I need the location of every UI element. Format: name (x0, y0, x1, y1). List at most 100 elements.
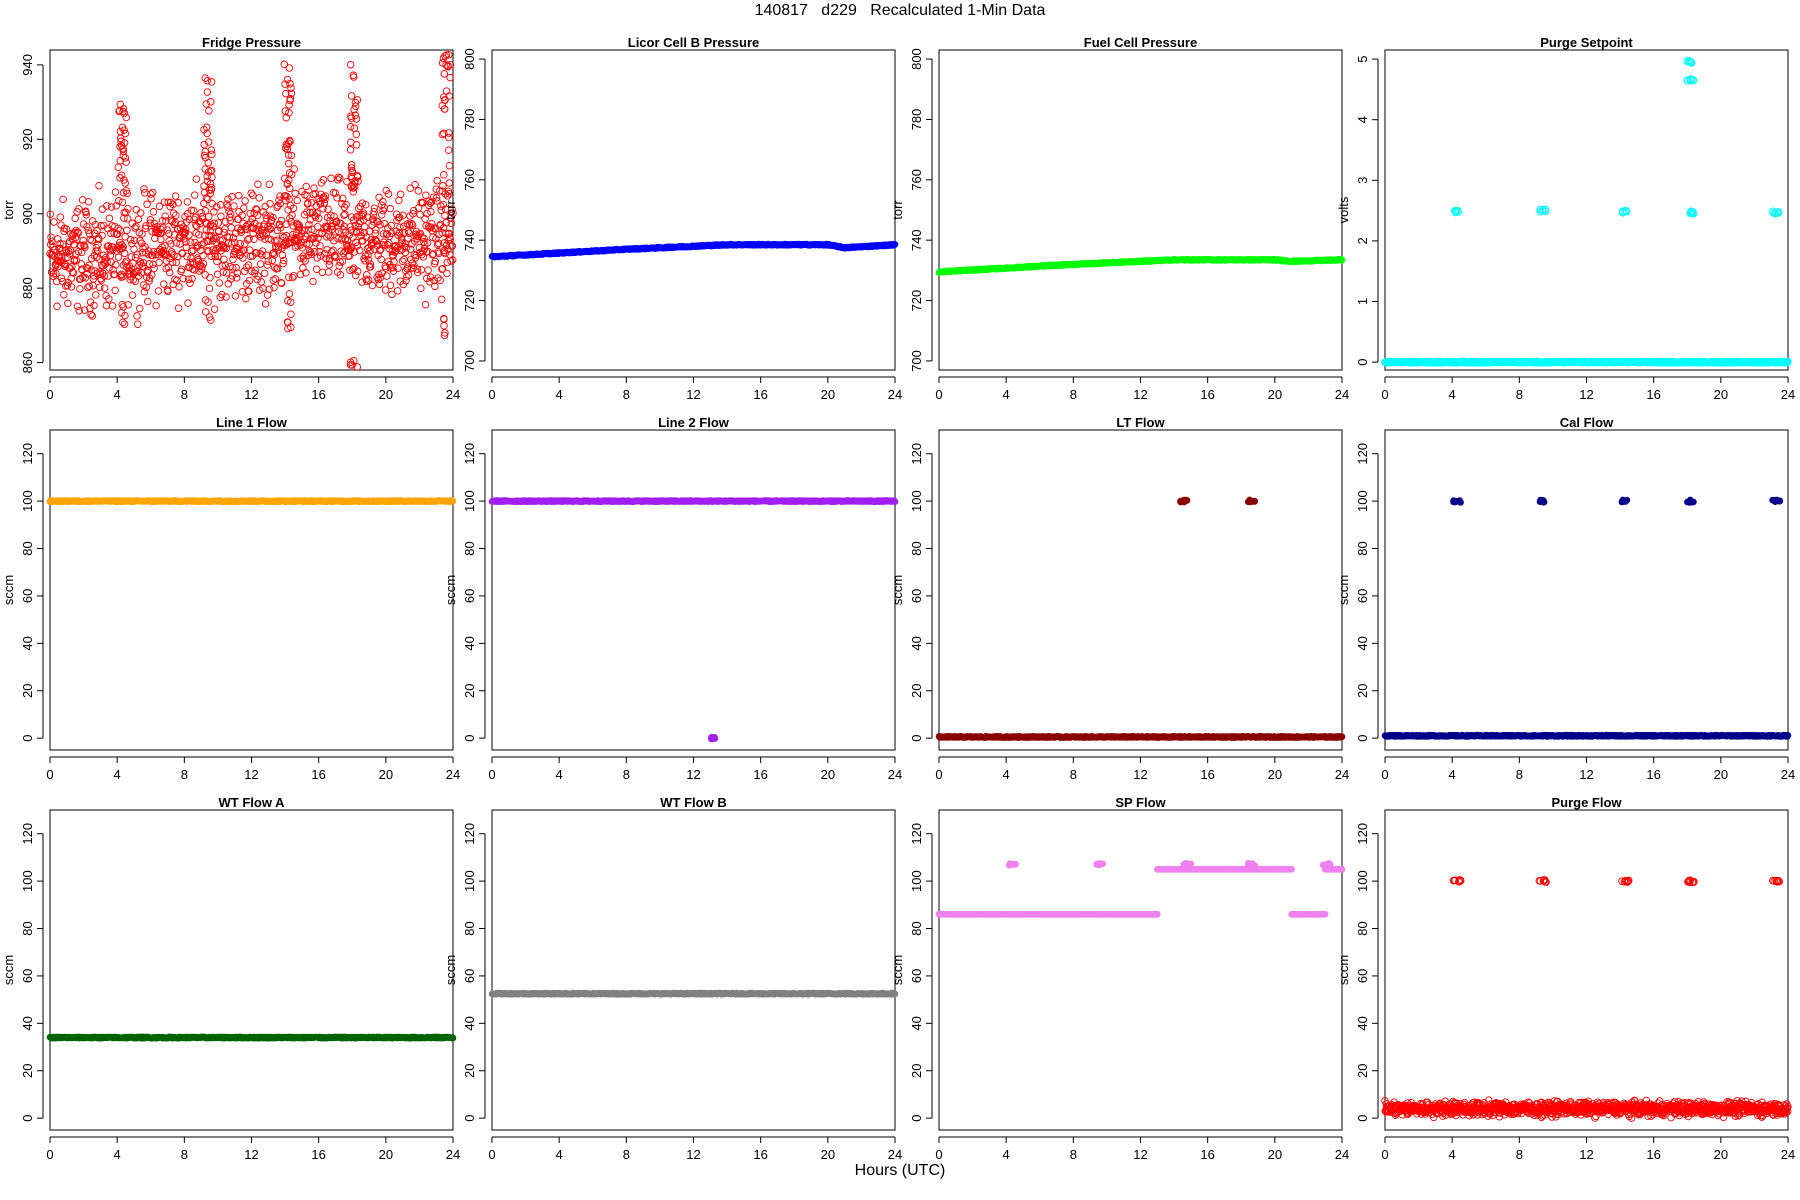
data-point (287, 151, 296, 160)
data-point (254, 272, 262, 280)
data-point (445, 229, 453, 238)
data-point (66, 246, 75, 255)
data-point (340, 211, 348, 219)
data-point (291, 189, 299, 198)
data-point (170, 231, 179, 239)
data-point (75, 205, 83, 213)
data-point (342, 200, 350, 209)
data-point (370, 204, 379, 212)
data-point (388, 290, 396, 299)
data-point (347, 161, 356, 169)
data-point (123, 214, 132, 223)
data-point (122, 186, 131, 195)
data-point (147, 190, 155, 198)
data-point (285, 64, 294, 72)
data-point (361, 200, 370, 209)
data-point (416, 210, 424, 219)
data-point (299, 252, 307, 260)
data-point (383, 230, 391, 238)
y-tick-label: 720 (909, 290, 924, 312)
data-point (284, 151, 293, 159)
data-point (202, 100, 211, 108)
data-point (107, 203, 116, 211)
data-point (170, 251, 178, 259)
data-point (284, 206, 292, 214)
data-point (338, 234, 346, 243)
data-point (433, 176, 441, 185)
data-point (369, 218, 378, 226)
data-point (93, 226, 101, 235)
data-point (299, 264, 307, 272)
data-point (407, 255, 415, 264)
x-tick-label: 8 (623, 767, 630, 782)
data-point (219, 268, 228, 276)
y-tick-label: 4 (1355, 116, 1370, 123)
data-point (204, 138, 213, 146)
y-tick-label: 940 (20, 54, 35, 76)
y-axis-label: sccm (1, 575, 16, 605)
data-point (445, 179, 454, 187)
x-tick-label: 8 (1070, 387, 1077, 402)
data-point (221, 261, 230, 269)
data-point (390, 258, 398, 266)
data-point (395, 229, 404, 237)
data-point (135, 304, 144, 313)
data-point (114, 163, 123, 171)
data-point (244, 261, 253, 269)
data-point (184, 275, 193, 284)
x-tick-label: 4 (1003, 387, 1010, 402)
data-point (155, 202, 164, 211)
data-point (121, 179, 129, 187)
data-point (416, 229, 425, 238)
data-point (183, 198, 192, 206)
data-point (331, 228, 339, 236)
data-point (394, 264, 402, 273)
y-tick-label: 20 (20, 684, 35, 698)
data-point (440, 246, 449, 255)
data-point (347, 182, 356, 190)
data-point (179, 274, 188, 283)
data-point (350, 183, 359, 191)
data-point (253, 211, 262, 220)
data-point (272, 236, 281, 244)
data-point (440, 239, 449, 247)
data-point (84, 283, 92, 292)
data-point (323, 245, 331, 254)
data-point (302, 240, 311, 248)
data-point (279, 256, 288, 265)
data-point (186, 279, 194, 287)
data-point (187, 254, 195, 262)
plot-frame (491, 49, 896, 371)
data-point (116, 100, 125, 109)
data-point (169, 209, 178, 217)
data-point (78, 266, 86, 274)
data-point (174, 304, 183, 312)
data-point (289, 204, 298, 213)
data-point (353, 363, 362, 371)
data-point (173, 276, 181, 285)
data-point (88, 236, 96, 245)
data-point (265, 285, 274, 293)
y-tick-label: 740 (462, 229, 477, 251)
y-tick-label: 720 (462, 290, 477, 312)
data-point (211, 252, 219, 261)
data-point (103, 202, 111, 210)
data-point (298, 243, 307, 252)
data-point (111, 286, 119, 295)
data-point (411, 180, 419, 189)
data-point (117, 137, 125, 146)
data-point (205, 284, 214, 293)
data-point (201, 153, 210, 162)
data-point (81, 274, 90, 282)
panel-title: Fuel Cell Pressure (1084, 35, 1197, 50)
data-point (383, 272, 391, 280)
data-point (439, 182, 447, 190)
data-point (449, 209, 457, 217)
data-point (137, 269, 146, 277)
data-point (270, 283, 278, 292)
data-point (389, 252, 397, 260)
data-point (164, 198, 172, 207)
data-point (148, 271, 156, 279)
data-point (168, 217, 176, 226)
data-point (444, 146, 453, 154)
